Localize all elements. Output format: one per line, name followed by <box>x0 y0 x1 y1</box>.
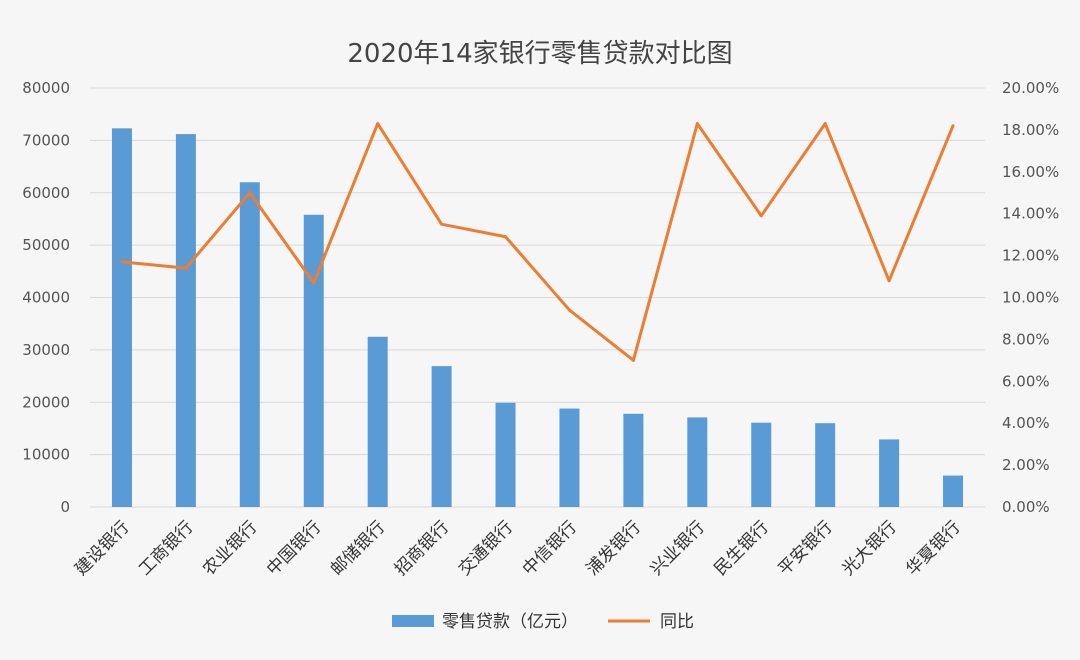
left-tick-label: 0 <box>60 498 70 516</box>
left-tick-label: 80000 <box>22 79 70 97</box>
right-tick-label: 12.00% <box>1002 247 1059 265</box>
x-tick-label: 交通银行 <box>455 517 517 579</box>
left-tick-label: 20000 <box>22 393 70 411</box>
right-tick-label: 10.00% <box>1002 289 1059 307</box>
line-point <box>887 279 891 283</box>
x-tick-label: 农业银行 <box>199 517 261 579</box>
line-point <box>504 235 508 239</box>
x-tick-label: 民生银行 <box>711 517 773 579</box>
right-tick-label: 0.00% <box>1002 498 1050 516</box>
bar <box>303 214 324 507</box>
line-point <box>248 191 252 195</box>
line-point <box>759 214 763 218</box>
x-tick-label: 平安银行 <box>774 517 836 579</box>
x-tick-label: 兴业银行 <box>647 517 709 579</box>
bar <box>111 128 132 508</box>
x-tick-label: 中国银行 <box>263 517 325 579</box>
right-tick-label: 4.00% <box>1002 414 1050 432</box>
x-tick-label: 工商银行 <box>135 517 197 579</box>
x-tick-label: 浦发银行 <box>583 517 645 579</box>
bar <box>815 423 836 507</box>
bar <box>751 422 772 507</box>
legend-label-line: 同比 <box>660 612 694 632</box>
left-tick-label: 40000 <box>22 289 70 307</box>
bar <box>623 413 644 507</box>
line-point <box>120 260 124 264</box>
bar <box>879 439 900 507</box>
bar <box>495 402 516 507</box>
bar <box>431 366 452 507</box>
bar <box>687 417 708 507</box>
x-tick-label: 建设银行 <box>71 517 133 579</box>
bar-series <box>111 128 964 508</box>
right-tick-label: 8.00% <box>1002 330 1050 348</box>
x-tick-label: 招商银行 <box>391 517 453 579</box>
chart-title: 2020年14家银行零售贷款对比图 <box>347 39 732 69</box>
line-point <box>312 281 316 285</box>
gridlines <box>90 87 985 508</box>
line-point <box>631 358 635 362</box>
line-series <box>120 122 955 362</box>
line-point <box>184 266 188 270</box>
x-tick-label: 中信银行 <box>519 517 581 579</box>
left-tick-label: 50000 <box>22 236 70 254</box>
x-tick-label: 光大银行 <box>838 517 900 579</box>
bar <box>943 475 964 507</box>
right-tick-label: 2.00% <box>1002 456 1050 474</box>
bar <box>175 134 196 507</box>
left-tick-label: 60000 <box>22 184 70 202</box>
bar <box>367 336 388 507</box>
right-tick-label: 14.00% <box>1002 205 1059 223</box>
left-tick-label: 70000 <box>22 131 70 149</box>
line-path <box>121 122 955 362</box>
x-axis-labels: 建设银行 工商银行 农业银行 中国银行 邮储银行 招商银行 交通银行 中信银行 浦发银行 兴业银行… <box>71 517 964 579</box>
right-tick-label: 20.00% <box>1002 79 1059 97</box>
right-tick-label: 16.00% <box>1002 163 1059 181</box>
x-tick-label: 华夏银行 <box>902 517 964 579</box>
legend-label-bar: 零售贷款（亿元） <box>442 612 578 632</box>
bar <box>559 408 580 507</box>
left-tick-label: 10000 <box>22 446 70 464</box>
line-point <box>376 122 380 126</box>
right-y-axis: 0.00% 2.00% 4.00% 6.00% 8.00% 10.00% 12.00% 14.… <box>1002 79 1059 516</box>
left-y-axis: 0 10000 20000 30000 40000 50000 60000 70000 8000… <box>22 79 70 516</box>
right-tick-label: 18.00% <box>1002 121 1059 139</box>
legend-swatch-bar <box>392 615 434 627</box>
line-point <box>951 124 955 128</box>
line-point <box>823 122 827 126</box>
line-point <box>567 308 571 312</box>
bar <box>239 182 260 507</box>
line-point <box>440 222 444 226</box>
right-tick-label: 6.00% <box>1002 372 1050 390</box>
x-tick-label: 邮储银行 <box>327 517 389 579</box>
line-point <box>695 122 699 126</box>
left-tick-label: 30000 <box>22 341 70 359</box>
legend: 零售贷款（亿元） 同比 <box>392 612 694 632</box>
